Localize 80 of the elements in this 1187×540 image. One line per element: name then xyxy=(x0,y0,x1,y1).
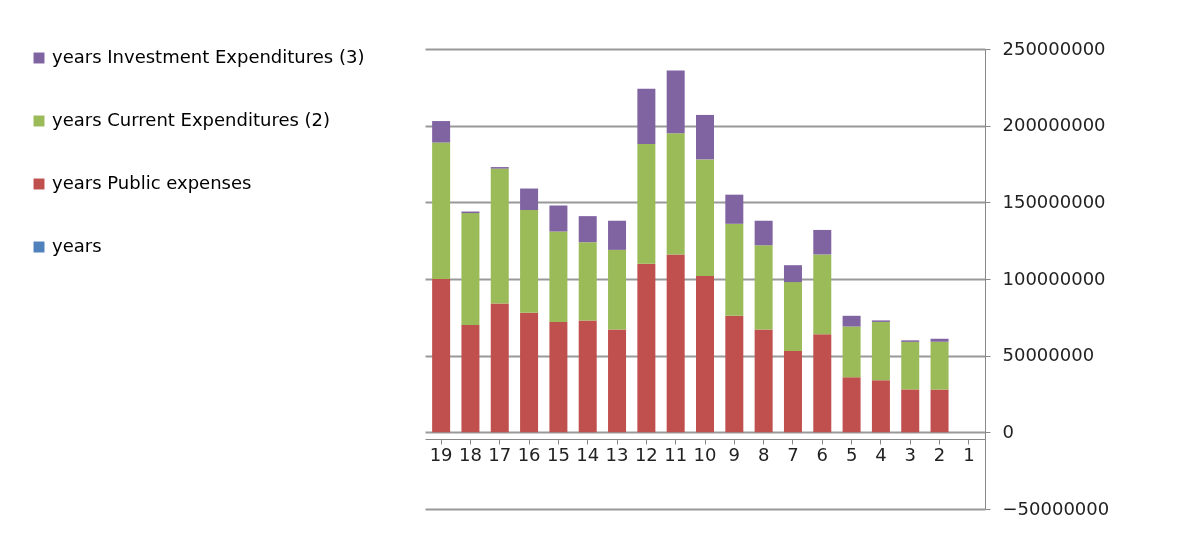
bar xyxy=(637,263,656,433)
bar xyxy=(461,213,480,325)
x-tick-label: 17 xyxy=(488,443,512,465)
bar xyxy=(725,315,744,433)
bar xyxy=(930,341,949,390)
bar xyxy=(725,223,744,316)
bar xyxy=(842,377,861,433)
bar xyxy=(813,229,832,255)
bar xyxy=(871,380,890,433)
bar xyxy=(461,325,480,433)
x-tick-label: 13 xyxy=(605,443,629,465)
bar xyxy=(608,249,627,330)
bar xyxy=(666,133,685,255)
y-tick-label: 150000000 xyxy=(1002,190,1106,212)
bar xyxy=(432,121,451,143)
bar xyxy=(696,114,714,160)
bar xyxy=(432,279,451,433)
x-tick-label: 15 xyxy=(546,443,570,465)
x-tick-label: 9 xyxy=(728,443,741,465)
bar xyxy=(783,265,802,283)
bar xyxy=(608,329,627,433)
bar xyxy=(666,70,685,134)
bar xyxy=(520,210,539,313)
bar xyxy=(871,321,890,381)
bar xyxy=(490,303,509,433)
bar xyxy=(696,159,714,276)
x-tick-label: 12 xyxy=(634,443,658,465)
bar xyxy=(754,329,773,433)
x-tick-label: 6 xyxy=(816,443,828,465)
bar xyxy=(754,245,773,330)
x-tick-label: 7 xyxy=(787,443,799,465)
y-tick-label: 0 xyxy=(1002,420,1014,442)
x-tick-label: 19 xyxy=(429,443,453,465)
bar xyxy=(901,341,920,390)
x-tick-label: 14 xyxy=(576,443,600,465)
bar xyxy=(637,88,656,145)
bar xyxy=(549,205,568,232)
x-tick-label: 4 xyxy=(875,443,887,465)
bar xyxy=(637,144,656,264)
bar xyxy=(549,321,568,433)
bar xyxy=(666,254,685,433)
bar xyxy=(813,254,832,335)
bar xyxy=(930,338,949,342)
legend-label: years Investment Expenditures (3) xyxy=(52,46,365,67)
y-tick-label: 50000000 xyxy=(1002,344,1095,366)
y-tick-label: 100000000 xyxy=(1002,267,1106,289)
bar xyxy=(783,282,802,352)
legend-label: years xyxy=(52,235,102,256)
x-tick-label: 2 xyxy=(933,443,946,465)
legend-label: years Current Expenditures (2) xyxy=(52,109,331,130)
bar xyxy=(490,168,509,304)
x-tick-label: 10 xyxy=(693,443,717,465)
bar xyxy=(520,312,539,433)
bar xyxy=(813,334,832,433)
x-tick-label: 16 xyxy=(517,443,541,465)
y-tick-label: 200000000 xyxy=(1002,114,1106,136)
x-tick-label: 18 xyxy=(458,443,482,465)
bar xyxy=(432,142,451,279)
x-tick-label: 1 xyxy=(963,443,975,465)
bar xyxy=(754,220,773,246)
bar xyxy=(696,275,714,433)
bar xyxy=(608,220,627,250)
bar xyxy=(578,320,597,433)
bar xyxy=(578,216,597,243)
legend-label: years Public expenses xyxy=(52,172,252,193)
bar xyxy=(549,231,568,322)
x-tick-label: 11 xyxy=(664,443,688,465)
bar xyxy=(901,389,920,433)
x-tick-label: 5 xyxy=(845,443,858,465)
bar xyxy=(842,326,861,378)
y-tick-label: 250000000 xyxy=(1002,37,1106,59)
bar xyxy=(725,194,744,224)
y-tick-label: −50000000 xyxy=(1002,497,1110,519)
x-tick-label: 3 xyxy=(904,443,916,465)
bar xyxy=(930,389,949,433)
bar xyxy=(842,315,861,327)
bar xyxy=(520,188,539,210)
x-tick-label: 8 xyxy=(757,443,770,465)
bar xyxy=(578,242,597,321)
bar xyxy=(783,351,802,433)
